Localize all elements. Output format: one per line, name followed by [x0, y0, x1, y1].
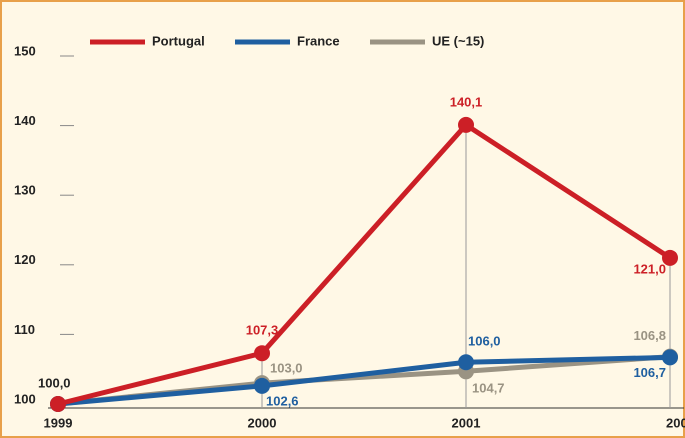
data-label: 140,1	[450, 94, 483, 109]
legend-label: UE (~15)	[432, 33, 484, 48]
data-label: 103,0	[270, 361, 303, 376]
data-point	[662, 349, 678, 366]
data-label: 106,7	[633, 365, 666, 380]
data-label: 107,3	[246, 323, 279, 338]
data-point	[50, 396, 66, 412]
y-tick-label: 150	[14, 43, 36, 58]
y-tick-label: 110	[14, 322, 35, 337]
series-line	[57, 122, 672, 407]
data-label: 102,6	[266, 393, 299, 408]
y-tick-label: 120	[14, 252, 36, 267]
data-point	[254, 377, 270, 394]
data-label: 121,0	[633, 261, 666, 276]
data-point	[662, 249, 678, 266]
data-label: 106,0	[468, 334, 501, 349]
x-tick-label: 2002	[666, 415, 685, 430]
data-point	[254, 345, 270, 362]
data-label: 100,0	[38, 375, 71, 390]
x-tick-label: 2001	[452, 415, 481, 430]
y-tick-label: 140	[14, 113, 36, 128]
x-tick-label: 2000	[248, 415, 277, 430]
data-label: 104,7	[472, 381, 505, 396]
y-tick-label: 130	[14, 183, 36, 198]
series-line	[57, 354, 671, 407]
data-label: 106,8	[633, 328, 666, 343]
y-tick-label: 100	[14, 391, 36, 406]
data-point	[458, 354, 474, 371]
x-tick-label: 1999	[44, 415, 73, 430]
data-point	[458, 116, 474, 133]
legend-label: Portugal	[152, 33, 205, 48]
legend-label: France	[297, 33, 340, 48]
